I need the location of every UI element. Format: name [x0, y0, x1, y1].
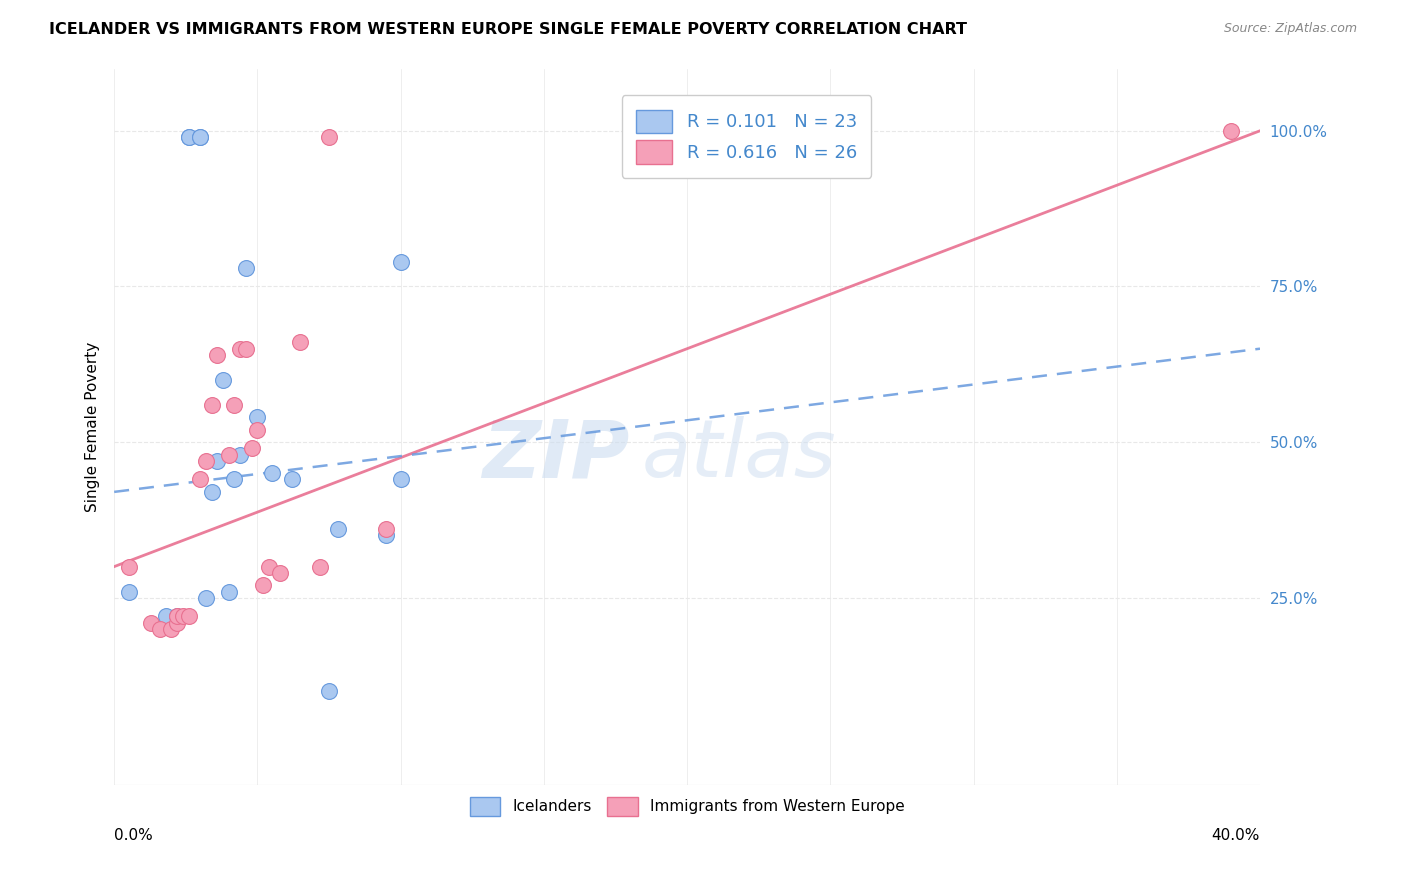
- Point: [207, 454, 229, 468]
- Point: [166, 615, 188, 630]
- Point: [218, 584, 240, 599]
- Text: 40.0%: 40.0%: [1212, 828, 1260, 843]
- Point: [260, 467, 283, 481]
- Point: [1220, 124, 1243, 138]
- Point: [177, 130, 200, 145]
- Point: [224, 472, 246, 486]
- Point: [160, 622, 183, 636]
- Point: [200, 398, 222, 412]
- Point: [188, 130, 211, 145]
- Point: [218, 448, 240, 462]
- Point: [290, 335, 312, 350]
- Point: [177, 609, 200, 624]
- Point: [252, 578, 274, 592]
- Point: [207, 348, 229, 362]
- Point: [188, 472, 211, 486]
- Point: [326, 522, 349, 536]
- Point: [155, 609, 177, 624]
- Point: [177, 130, 200, 145]
- Point: [235, 260, 257, 275]
- Point: [166, 609, 188, 624]
- Point: [389, 254, 412, 268]
- Text: atlas: atlas: [641, 417, 837, 494]
- Point: [224, 398, 246, 412]
- Point: [309, 559, 332, 574]
- Point: [269, 566, 291, 580]
- Text: ZIP: ZIP: [482, 417, 630, 494]
- Point: [235, 342, 257, 356]
- Point: [166, 609, 188, 624]
- Point: [281, 472, 304, 486]
- Point: [318, 130, 340, 145]
- Point: [149, 622, 172, 636]
- Point: [117, 559, 139, 574]
- Point: [188, 130, 211, 145]
- Point: [318, 684, 340, 698]
- Point: [240, 442, 263, 456]
- Point: [246, 410, 269, 425]
- Y-axis label: Single Female Poverty: Single Female Poverty: [86, 342, 100, 512]
- Legend: Icelanders, Immigrants from Western Europe: Icelanders, Immigrants from Western Euro…: [463, 789, 912, 823]
- Point: [246, 423, 269, 437]
- Point: [212, 373, 235, 387]
- Point: [229, 342, 252, 356]
- Point: [172, 609, 194, 624]
- Point: [194, 454, 217, 468]
- Point: [389, 472, 412, 486]
- Point: [375, 528, 398, 542]
- Text: 0.0%: 0.0%: [114, 828, 153, 843]
- Point: [117, 584, 139, 599]
- Point: [200, 484, 222, 499]
- Text: Source: ZipAtlas.com: Source: ZipAtlas.com: [1223, 22, 1357, 36]
- Point: [229, 448, 252, 462]
- Point: [194, 591, 217, 605]
- Point: [375, 522, 398, 536]
- Point: [257, 559, 280, 574]
- Text: ICELANDER VS IMMIGRANTS FROM WESTERN EUROPE SINGLE FEMALE POVERTY CORRELATION CH: ICELANDER VS IMMIGRANTS FROM WESTERN EUR…: [49, 22, 967, 37]
- Point: [141, 615, 163, 630]
